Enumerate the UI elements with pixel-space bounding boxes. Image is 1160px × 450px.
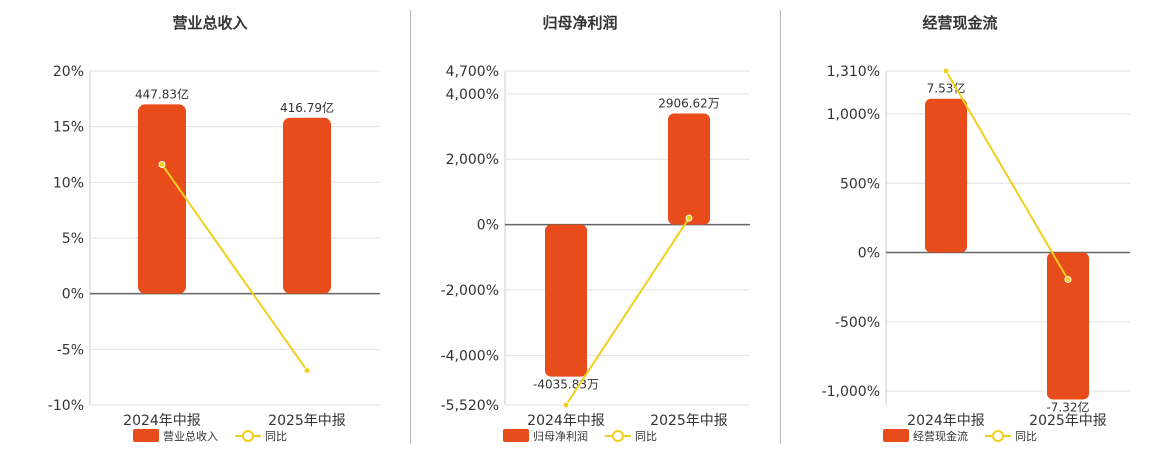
panel-divider [410,10,411,444]
chart-title: 经营现金流 [922,14,997,32]
y-tick-label: -500% [835,315,880,331]
bar-data-label: -4035.83万 [533,378,599,392]
y-tick-label: 500% [840,176,880,192]
legend-bar-swatch [133,429,159,442]
panel-divider [780,10,781,444]
x-tick-label: 2025年中报 [650,413,728,429]
bar-data-label: -7.32亿 [1046,399,1089,414]
yoy-point [158,161,166,169]
yoy-line [945,70,1069,281]
y-tick-label: 0% [62,287,84,303]
bar [545,224,587,377]
y-tick-label: 15% [53,120,84,136]
x-tick-label: 2024年中报 [527,413,605,429]
legend-bar-label: 经营现金流 [913,429,968,443]
y-tick-label: -5,520% [441,398,499,414]
yoy-line [565,217,690,406]
y-tick-label: 10% [53,175,84,191]
y-tick-label: -1,000% [822,384,880,400]
legend-line-label: 同比 [265,430,287,443]
y-tick-label: -4,000% [441,348,499,364]
bar-data-label: 447.83亿 [135,86,189,101]
legend-bar-swatch [883,429,909,442]
y-tick-label: 1,000% [827,107,880,123]
yoy-point [1064,276,1072,284]
bar-data-label: 416.79亿 [280,100,334,115]
y-tick-label: 5% [62,231,84,247]
legend-line-label: 同比 [635,430,657,443]
yoy-point [685,214,693,222]
bar [283,117,331,294]
x-tick-label: 2024年中报 [123,413,201,429]
y-tick-label: 0% [477,218,499,234]
y-tick-label: 0% [858,246,880,262]
yoy-point [562,401,570,409]
chart-title: 归母净利润 [542,14,617,32]
yoy-line [161,163,308,372]
chart-title: 营业总收入 [172,14,247,32]
x-tick-label: 2025年中报 [1029,413,1107,429]
legend-line-label: 同比 [1015,430,1037,443]
legend-bar-label: 归母净利润 [533,429,588,443]
bar [1047,252,1089,400]
y-tick-label: 4,700% [446,64,499,80]
bar-data-label: 2906.62万 [658,96,720,110]
legend-line-marker [992,430,1004,442]
bar [925,98,967,253]
y-tick-label: 1,310% [827,64,880,80]
bar [138,104,186,294]
y-tick-label: -5% [57,342,84,358]
legend-bar-swatch [503,429,529,442]
x-tick-label: 2024年中报 [907,413,985,429]
yoy-point [303,366,311,374]
yoy-point [942,67,950,75]
legend-bar-label: 营业总收入 [163,429,218,443]
y-tick-label: 2,000% [446,152,499,168]
y-tick-label: 4,000% [446,87,499,103]
bar [668,113,710,225]
legend-line-marker [612,430,624,442]
bar-data-label: 7.53亿 [927,81,966,96]
legend-line-marker [242,430,254,442]
y-tick-label: 20% [53,64,84,80]
y-tick-label: -10% [48,398,84,414]
x-tick-label: 2025年中报 [268,413,346,429]
y-tick-label: -2,000% [441,283,499,299]
